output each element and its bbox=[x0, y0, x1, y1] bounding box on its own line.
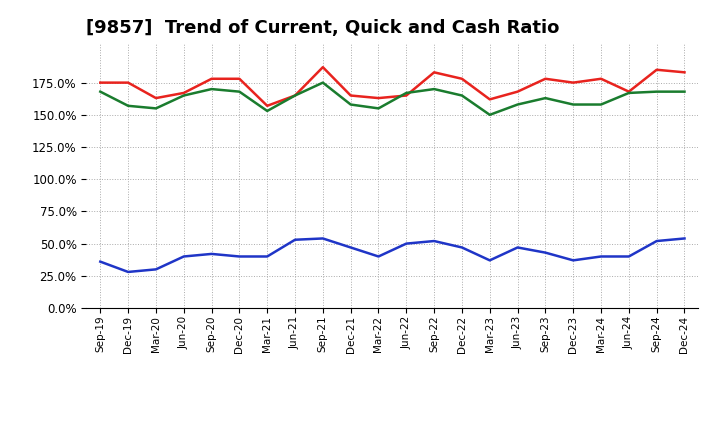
Cash Ratio bbox=[374, 254, 383, 259]
Current Ratio bbox=[96, 80, 104, 85]
Quick Ratio bbox=[569, 102, 577, 107]
Quick Ratio bbox=[680, 89, 689, 94]
Cash Ratio bbox=[207, 251, 216, 257]
Current Ratio bbox=[541, 76, 550, 81]
Quick Ratio bbox=[179, 93, 188, 98]
Current Ratio bbox=[179, 90, 188, 95]
Current Ratio bbox=[652, 67, 661, 73]
Current Ratio bbox=[597, 76, 606, 81]
Quick Ratio bbox=[485, 112, 494, 117]
Quick Ratio bbox=[652, 89, 661, 94]
Current Ratio bbox=[569, 80, 577, 85]
Cash Ratio bbox=[235, 254, 243, 259]
Cash Ratio bbox=[179, 254, 188, 259]
Cash Ratio bbox=[458, 245, 467, 250]
Quick Ratio bbox=[541, 95, 550, 101]
Cash Ratio bbox=[652, 238, 661, 244]
Current Ratio bbox=[318, 65, 327, 70]
Quick Ratio bbox=[374, 106, 383, 111]
Text: [9857]  Trend of Current, Quick and Cash Ratio: [9857] Trend of Current, Quick and Cash … bbox=[86, 19, 559, 37]
Current Ratio bbox=[235, 76, 243, 81]
Quick Ratio bbox=[96, 89, 104, 94]
Cash Ratio bbox=[152, 267, 161, 272]
Current Ratio bbox=[263, 103, 271, 108]
Current Ratio bbox=[207, 76, 216, 81]
Line: Cash Ratio: Cash Ratio bbox=[100, 238, 685, 272]
Cash Ratio bbox=[263, 254, 271, 259]
Current Ratio bbox=[346, 93, 355, 98]
Current Ratio bbox=[374, 95, 383, 101]
Cash Ratio bbox=[318, 236, 327, 241]
Quick Ratio bbox=[318, 80, 327, 85]
Quick Ratio bbox=[430, 86, 438, 92]
Line: Quick Ratio: Quick Ratio bbox=[100, 83, 685, 115]
Cash Ratio bbox=[291, 237, 300, 242]
Quick Ratio bbox=[152, 106, 161, 111]
Cash Ratio bbox=[402, 241, 410, 246]
Cash Ratio bbox=[513, 245, 522, 250]
Quick Ratio bbox=[235, 89, 243, 94]
Cash Ratio bbox=[124, 269, 132, 275]
Line: Current Ratio: Current Ratio bbox=[100, 67, 685, 106]
Quick Ratio bbox=[291, 93, 300, 98]
Cash Ratio bbox=[680, 236, 689, 241]
Current Ratio bbox=[513, 89, 522, 94]
Current Ratio bbox=[152, 95, 161, 101]
Quick Ratio bbox=[624, 90, 633, 95]
Quick Ratio bbox=[402, 90, 410, 95]
Current Ratio bbox=[430, 70, 438, 75]
Cash Ratio bbox=[569, 258, 577, 263]
Cash Ratio bbox=[485, 258, 494, 263]
Cash Ratio bbox=[96, 259, 104, 264]
Quick Ratio bbox=[263, 108, 271, 114]
Current Ratio bbox=[485, 97, 494, 102]
Quick Ratio bbox=[458, 93, 467, 98]
Cash Ratio bbox=[597, 254, 606, 259]
Current Ratio bbox=[291, 93, 300, 98]
Quick Ratio bbox=[124, 103, 132, 108]
Current Ratio bbox=[624, 89, 633, 94]
Current Ratio bbox=[124, 80, 132, 85]
Quick Ratio bbox=[597, 102, 606, 107]
Quick Ratio bbox=[513, 102, 522, 107]
Cash Ratio bbox=[541, 250, 550, 255]
Cash Ratio bbox=[624, 254, 633, 259]
Current Ratio bbox=[402, 93, 410, 98]
Cash Ratio bbox=[346, 245, 355, 250]
Cash Ratio bbox=[430, 238, 438, 244]
Current Ratio bbox=[458, 76, 467, 81]
Current Ratio bbox=[680, 70, 689, 75]
Quick Ratio bbox=[207, 86, 216, 92]
Quick Ratio bbox=[346, 102, 355, 107]
